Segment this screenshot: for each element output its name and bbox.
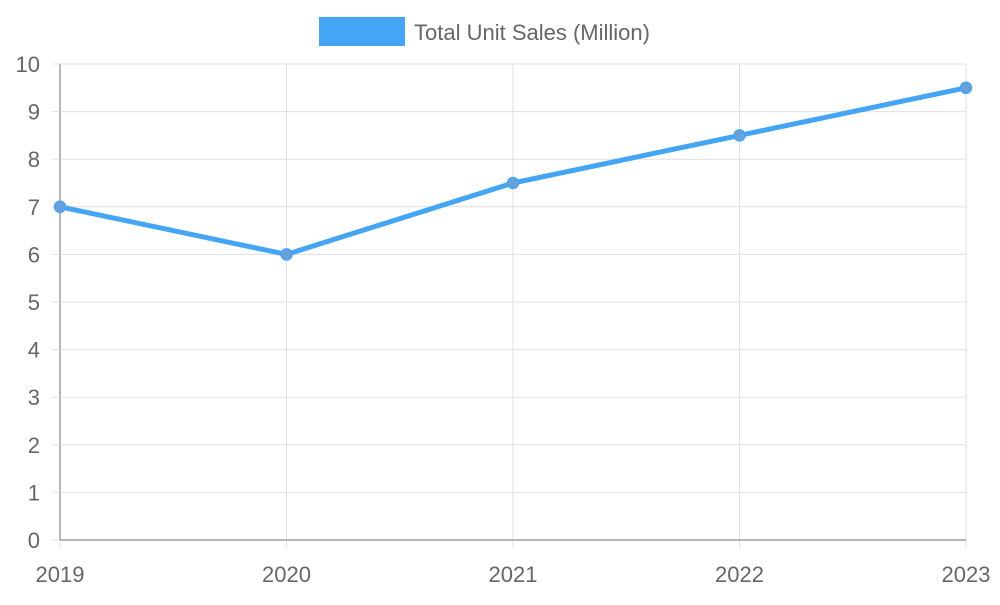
- y-tick-label: 5: [28, 290, 40, 315]
- x-axis-ticks: 2019 2020 2021 2022 2023: [36, 562, 991, 587]
- y-tick-label: 6: [28, 242, 40, 267]
- legend[interactable]: Total Unit Sales (Million): [319, 17, 650, 46]
- legend-label[interactable]: Total Unit Sales (Million): [414, 20, 650, 45]
- data-point[interactable]: [733, 129, 746, 142]
- x-tick-label: 2022: [715, 562, 764, 587]
- y-tick-label: 7: [28, 195, 40, 220]
- y-tick-label: 1: [28, 480, 40, 505]
- data-point[interactable]: [959, 81, 973, 95]
- y-tick-label: 0: [28, 528, 40, 553]
- y-tick-label: 9: [28, 100, 40, 125]
- legend-swatch[interactable]: [319, 17, 405, 46]
- y-tick-label: 8: [28, 147, 40, 172]
- x-tick-label: 2019: [36, 562, 85, 587]
- data-point[interactable]: [280, 248, 293, 261]
- x-tick-label: 2023: [942, 562, 991, 587]
- y-tick-label: 10: [16, 52, 40, 77]
- x-tick-label: 2021: [489, 562, 538, 587]
- series-layer: [53, 81, 973, 261]
- y-tick-label: 2: [28, 433, 40, 458]
- x-tick-label: 2020: [262, 562, 311, 587]
- data-point[interactable]: [506, 176, 520, 190]
- data-point[interactable]: [53, 200, 67, 214]
- y-axis-ticks: 0 1 2 3 4 5 6 7 8 9 10: [16, 52, 60, 553]
- grid: [59, 63, 967, 548]
- y-tick-label: 3: [28, 385, 40, 410]
- y-tick-label: 4: [28, 338, 40, 363]
